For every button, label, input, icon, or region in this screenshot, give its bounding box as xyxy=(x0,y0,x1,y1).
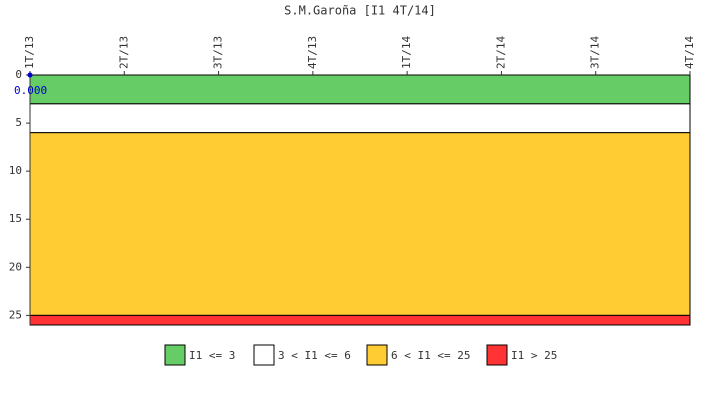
x-tick-label: 3T/14 xyxy=(589,36,602,69)
value-label: 0.000 xyxy=(14,84,47,97)
band xyxy=(29,74,691,105)
legend-label: I1 > 25 xyxy=(511,349,557,362)
legend-swatch xyxy=(164,344,186,366)
legend-swatch xyxy=(366,344,388,366)
band xyxy=(29,314,691,326)
legend-label: 6 < I1 <= 25 xyxy=(391,349,470,362)
band xyxy=(29,132,691,316)
y-tick-label: 0 xyxy=(15,68,22,81)
y-tick-label: 25 xyxy=(9,308,22,321)
legend-label: 3 < I1 <= 6 xyxy=(278,349,351,362)
y-tick-label: 5 xyxy=(15,116,22,129)
x-tick-label: 2T/13 xyxy=(117,36,130,69)
y-tick-label: 10 xyxy=(9,164,22,177)
x-tick-label: 1T/13 xyxy=(23,36,36,69)
legend-swatch xyxy=(253,344,275,366)
data-point xyxy=(27,72,33,78)
x-tick-label: 1T/14 xyxy=(400,36,413,69)
x-tick-label: 3T/13 xyxy=(212,36,225,69)
x-tick-label: 4T/14 xyxy=(683,36,696,69)
x-tick-label: 4T/13 xyxy=(306,36,319,69)
legend-label: I1 <= 3 xyxy=(189,349,235,362)
y-tick-label: 20 xyxy=(9,260,22,273)
band xyxy=(29,103,691,134)
legend-swatch xyxy=(486,344,508,366)
chart-title: S.M.Garoña [I1 4T/14] xyxy=(284,4,436,18)
x-tick-label: 2T/14 xyxy=(494,36,507,69)
y-tick-label: 15 xyxy=(9,212,22,225)
